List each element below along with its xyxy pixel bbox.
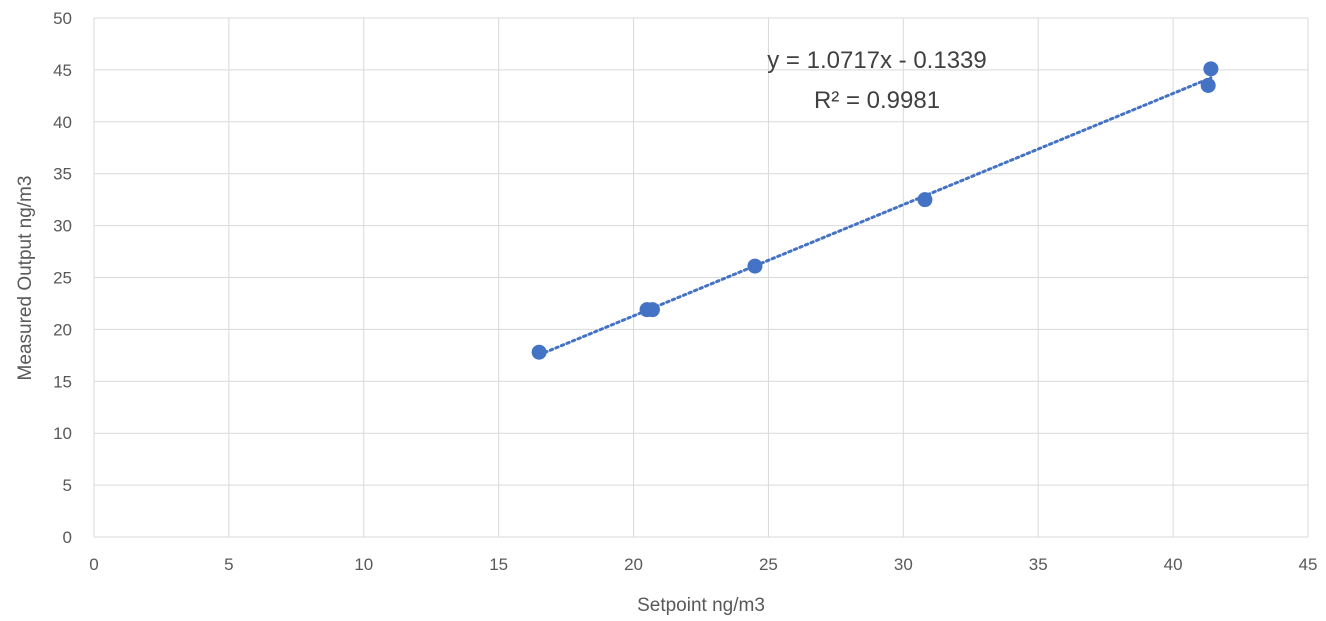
y-tick-label: 5 xyxy=(63,476,72,495)
y-tick-label: 15 xyxy=(53,372,72,391)
y-tick-label: 40 xyxy=(53,113,72,132)
x-tick-label: 5 xyxy=(224,555,233,574)
x-tick-label: 40 xyxy=(1164,555,1183,574)
data-point xyxy=(747,258,763,274)
x-tick-label: 10 xyxy=(354,555,373,574)
y-tick-label: 0 xyxy=(63,528,72,547)
x-tick-label: 15 xyxy=(489,555,508,574)
y-tick-label: 35 xyxy=(53,165,72,184)
x-axis-title: Setpoint ng/m3 xyxy=(637,595,765,616)
x-tick-label: 25 xyxy=(759,555,778,574)
x-tick-label: 20 xyxy=(624,555,643,574)
y-tick-label: 45 xyxy=(53,61,72,80)
y-tick-label: 25 xyxy=(53,269,72,288)
data-point xyxy=(917,192,933,208)
data-points xyxy=(531,61,1219,360)
x-tick-labels: 0 5 10 15 20 25 30 35 40 45 xyxy=(89,555,1317,574)
r-squared-label: R² = 0.9981 xyxy=(814,87,940,114)
data-point xyxy=(644,302,660,318)
data-point xyxy=(531,344,547,360)
trendline xyxy=(537,76,1213,357)
data-point xyxy=(1203,61,1219,77)
trendline-line xyxy=(537,76,1213,357)
gridlines xyxy=(93,17,1309,538)
x-tick-label: 0 xyxy=(89,555,98,574)
trendline-equation: y = 1.0717x - 0.1339 xyxy=(767,47,987,74)
x-tick-label: 45 xyxy=(1299,555,1318,574)
y-tick-label: 50 xyxy=(53,9,72,28)
y-axis-title: Measured Output ng/m3 xyxy=(15,176,36,381)
y-tick-label: 20 xyxy=(53,320,72,339)
y-tick-label: 30 xyxy=(53,217,72,236)
data-point xyxy=(1200,77,1216,93)
y-tick-labels: 0 5 10 15 20 25 30 35 40 45 50 xyxy=(53,9,72,547)
x-tick-label: 30 xyxy=(894,555,913,574)
x-tick-label: 35 xyxy=(1029,555,1048,574)
y-tick-label: 10 xyxy=(53,424,72,443)
